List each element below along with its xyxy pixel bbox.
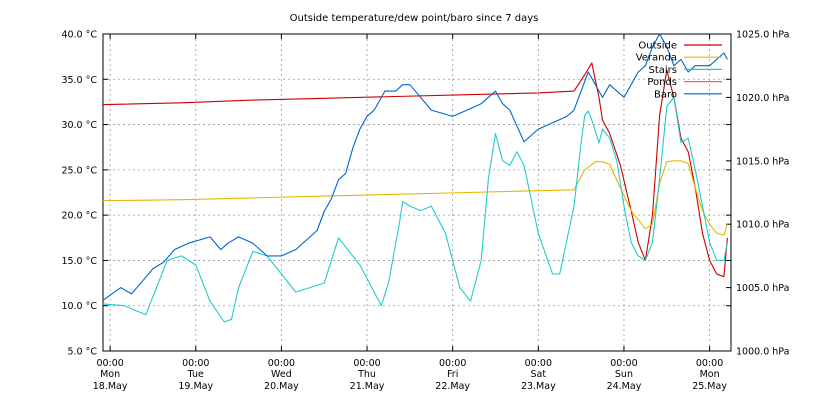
x-tick-label-date: 19.May	[178, 381, 213, 392]
x-tick-label-time: 00:00	[353, 358, 380, 369]
y-right-tick-label: 1010.0 hPa	[736, 220, 789, 231]
y-left-tick-label: 25.0 °C	[61, 165, 97, 176]
x-tick-label-date: 20.May	[264, 381, 299, 392]
x-tick-label-date: 24.May	[607, 381, 642, 392]
y-right-tick-label: 1005.0 hPa	[736, 283, 789, 294]
y-left-tick-label: 5.0 °C	[67, 347, 97, 358]
series-layer	[102, 33, 728, 323]
y-left-tick-label: 40.0 °C	[61, 30, 97, 41]
y-right-tick-label: 1020.0 hPa	[736, 93, 789, 104]
x-tick-label-date: 23.May	[521, 381, 556, 392]
y-right-tick-label: 1025.0 hPa	[736, 30, 789, 41]
x-tick-label-day: Thu	[357, 369, 376, 380]
plot-frame	[102, 33, 732, 352]
x-tick-label-time: 00:00	[696, 358, 723, 369]
axes: 5.0 °C 10.0 °C 15.0 °C 20.0 °C 25.0 °C 30.0 °…	[61, 30, 789, 393]
x-tick-label-date: 22.May	[435, 381, 470, 392]
legend-label-ponds: Ponds	[647, 77, 677, 88]
x-tick-label-time: 00:00	[610, 358, 637, 369]
x-tick-label-time: 00:00	[182, 358, 209, 369]
y-left-tick-label: 15.0 °C	[61, 256, 97, 267]
x-tick-label-day: Sun	[615, 369, 633, 380]
y-left-tick-label: 20.0 °C	[61, 211, 97, 222]
chart-title: Outside temperature/dew point/baro since…	[290, 13, 539, 24]
x-tick-label-time: 00:00	[268, 358, 295, 369]
x-tick-label-day: Mon	[700, 369, 720, 380]
x-tick-label-date: 18.May	[93, 381, 128, 392]
x-tick-label-time: 00:00	[439, 358, 466, 369]
legend-label-stairs: Stairs	[649, 65, 678, 76]
legend-label-veranda: Veranda	[636, 53, 677, 64]
x-tick-label-time: 00:00	[525, 358, 552, 369]
x-tick-label-day: Wed	[271, 369, 292, 380]
grid	[103, 34, 731, 351]
x-tick-label-day: Fri	[447, 369, 458, 380]
y-right-tick-label: 1015.0 hPa	[736, 156, 789, 167]
y-left-tick-label: 35.0 °C	[61, 75, 97, 86]
x-tick-label-day: Tue	[187, 369, 204, 380]
y-left-tick-label: 30.0 °C	[61, 120, 97, 131]
x-tick-label-day: Sat	[531, 369, 547, 380]
legend-label-outside: Outside	[638, 41, 677, 52]
y-left-tick-label: 10.0 °C	[61, 301, 97, 312]
legend-label-baro: Baro	[654, 89, 677, 100]
y-right-tick-label: 1000.0 hPa	[736, 347, 789, 358]
series-line-baro	[102, 33, 728, 301]
series-line-stairs	[102, 96, 728, 323]
series-line-veranda	[102, 160, 728, 236]
x-tick-label-date: 25.May	[692, 381, 727, 392]
x-tick-label-time: 00:00	[96, 358, 123, 369]
x-tick-label-date: 21.May	[350, 381, 385, 392]
x-tick-label-day: Mon	[100, 369, 120, 380]
